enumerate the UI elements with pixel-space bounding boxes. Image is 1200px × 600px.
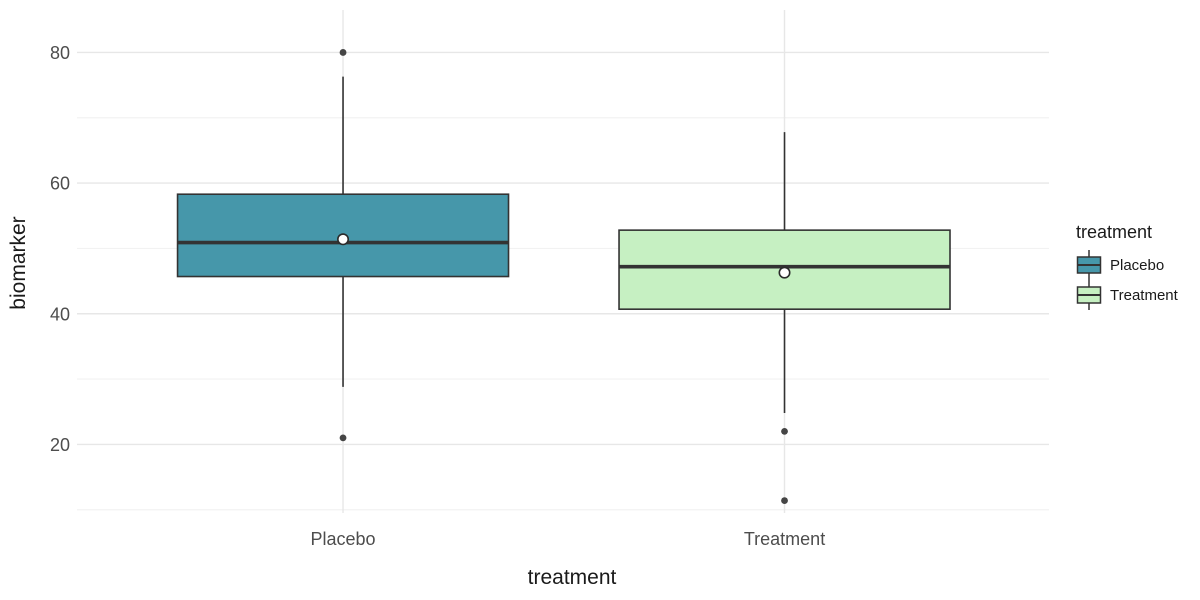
y-tick-label: 60 <box>50 174 70 194</box>
x-tick-label: Treatment <box>744 529 825 549</box>
legend-title: treatment <box>1076 222 1153 242</box>
outlier-point-placebo <box>339 434 347 442</box>
legend-label: Placebo <box>1110 256 1165 274</box>
legend-entry-treatment: Treatment <box>1076 280 1178 310</box>
legend-entry-placebo: Placebo <box>1076 250 1178 280</box>
x-tick-label: Placebo <box>311 529 376 549</box>
legend: treatment Placebo Treatment <box>1076 220 1178 310</box>
outlier-point-treatment <box>781 427 788 435</box>
outlier-point-placebo <box>339 49 347 56</box>
mean-point-placebo <box>337 233 350 246</box>
y-tick-label: 40 <box>50 304 70 324</box>
legend-label: Treatment <box>1110 286 1178 304</box>
y-tick-label: 20 <box>50 435 70 455</box>
mean-point-treatment <box>778 266 791 279</box>
y-tick-label: 80 <box>50 43 70 63</box>
y-axis-title: biomarker <box>7 216 30 310</box>
x-axis-title: treatment <box>527 566 617 589</box>
outlier-point-treatment <box>781 497 788 504</box>
boxplot-key-icon <box>1076 250 1102 280</box>
boxplot-key-icon <box>1076 280 1102 310</box>
